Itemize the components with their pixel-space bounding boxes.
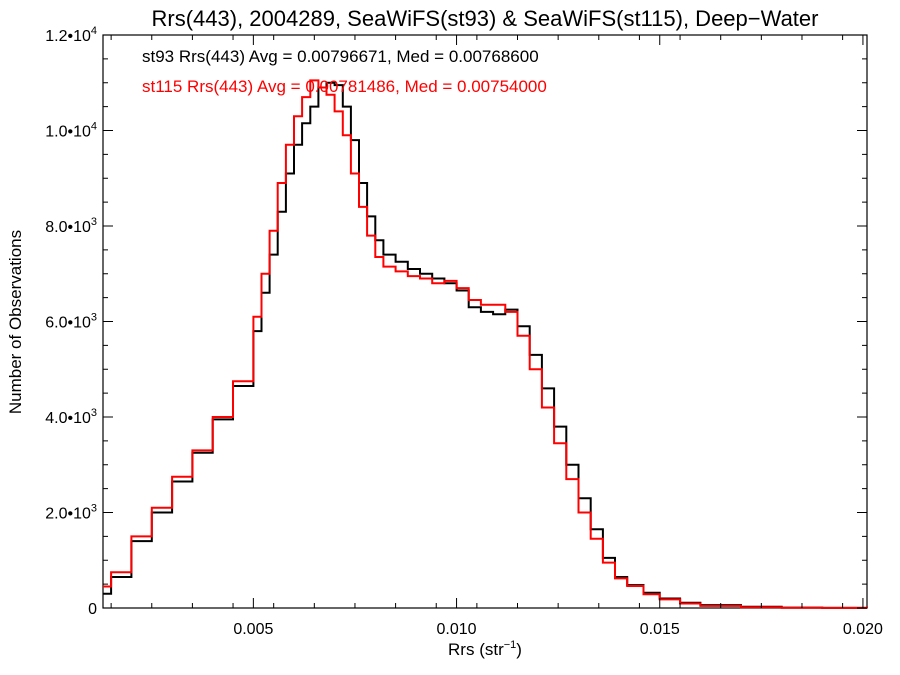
plot-frame [102, 34, 868, 609]
series-line-st93 [103, 81, 868, 609]
x-axis-label-text: Rrs (str [448, 640, 504, 659]
y-axis-label: Number of Observations [6, 230, 25, 414]
series-line-st115 [103, 79, 868, 609]
x-tick-label: 0.010 [437, 621, 477, 638]
y-tick-label: 0 [88, 601, 97, 618]
st93-stats-annotation: st93 Rrs(443) Avg = 0.00796671, Med = 0.… [142, 47, 539, 66]
y-tick-label: 2.0•103 [45, 503, 97, 523]
chart-title: Rrs(443), 2004289, SeaWiFS(st93) & SeaWi… [152, 6, 819, 31]
y-tick-label: 8.0•103 [45, 216, 97, 236]
series-layer [103, 79, 868, 609]
st115-stats-annotation: st115 Rrs(443) Avg = 0.00781486, Med = 0… [142, 77, 547, 96]
x-axis-label-sup: −1 [504, 639, 517, 651]
ticks-layer: 0.005 0.010 0.015 0.020 0 2.0•103 4.0•103 6.0•1… [45, 25, 883, 638]
y-tick-label: 6.0•103 [45, 312, 97, 332]
plot-border [102, 34, 868, 609]
x-axis-label: Rrs (str−1) [448, 639, 522, 659]
x-tick-label: 0.005 [233, 621, 273, 638]
y-tick-label: 1.2•104 [45, 25, 97, 45]
x-axis-label-suffix: ) [516, 640, 522, 659]
x-tick-label: 0.015 [640, 621, 680, 638]
y-tick-label: 4.0•103 [45, 407, 97, 427]
y-tick-label: 1.0•104 [45, 121, 97, 141]
x-tick-label: 0.020 [843, 621, 883, 638]
